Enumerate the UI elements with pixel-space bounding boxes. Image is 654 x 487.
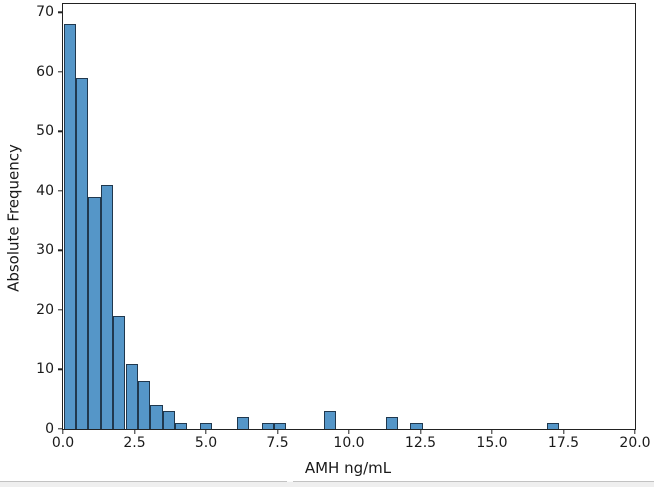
x-axis-tick-label: 10.0 xyxy=(333,435,365,451)
x-axis-tick-label: 20.0 xyxy=(619,435,651,451)
y-axis-tick xyxy=(58,130,63,133)
histogram-bar xyxy=(546,423,559,429)
x-axis-tick xyxy=(634,429,636,434)
y-axis-tick xyxy=(58,368,63,371)
x-axis-tick-label: 15.0 xyxy=(476,435,508,451)
histogram-bar xyxy=(410,423,423,429)
y-axis-tick xyxy=(58,309,63,311)
y-axis-tick-label: 0 xyxy=(45,421,54,437)
histogram-bar xyxy=(113,315,126,429)
x-axis-tick-label: 17.5 xyxy=(547,435,580,451)
histogram-bar xyxy=(88,196,101,429)
x-axis-tick xyxy=(276,429,279,434)
y-axis-tick xyxy=(58,11,63,14)
x-axis-tick xyxy=(205,429,207,434)
x-axis-tick-label: 12.5 xyxy=(404,435,437,451)
x-axis-tick xyxy=(348,429,350,434)
histogram-bar xyxy=(63,24,76,429)
y-axis-tick-label: 70 xyxy=(36,4,54,21)
histogram-bar xyxy=(236,417,250,429)
x-axis-tick-label: 0.0 xyxy=(51,435,75,451)
x-axis-label: AMH ng/mL xyxy=(304,459,392,477)
y-axis-label-text: Absolute Frequency xyxy=(4,144,23,292)
y-axis-tick-label: 20 xyxy=(36,301,54,318)
window-bottom-strip xyxy=(0,481,654,487)
x-axis-tick xyxy=(62,429,64,434)
x-axis-tick-label: 7.5 xyxy=(266,435,289,451)
x-axis-tick-label: 2.5 xyxy=(123,435,146,451)
histogram-bar xyxy=(274,423,287,429)
histogram-bar xyxy=(385,417,398,429)
histogram-bar xyxy=(199,423,213,429)
y-axis-tick-label: 60 xyxy=(36,63,54,80)
histogram-bar xyxy=(75,77,89,429)
y-axis-tick xyxy=(58,71,63,73)
histogram-bar xyxy=(162,411,175,429)
histogram-bar xyxy=(100,184,114,429)
plot-area: 0.0 2.5 5.0 7.5 10.0 12.5 15.0 17.5 20.0 0 10 20 30 4… xyxy=(36,3,651,450)
x-axis-tick-label: 5.0 xyxy=(194,435,218,451)
y-axis-tick-label: 10 xyxy=(36,361,54,378)
histogram-bar xyxy=(125,363,138,429)
y-axis-tick xyxy=(58,428,63,430)
x-axis-tick xyxy=(491,429,493,434)
window-strip-divider xyxy=(287,481,293,482)
y-axis-tick-label: 50 xyxy=(36,123,54,140)
y-axis-tick xyxy=(58,190,63,192)
x-axis-tick xyxy=(419,429,422,434)
x-axis-tick xyxy=(133,429,136,434)
x-axis-tick xyxy=(562,429,565,434)
histogram-bar xyxy=(150,405,163,429)
histogram-bar xyxy=(137,381,151,429)
histogram-bar xyxy=(261,423,275,429)
histogram-bar xyxy=(323,411,336,429)
y-axis-tick-label: 30 xyxy=(36,242,54,259)
y-axis-tick xyxy=(58,249,63,252)
y-axis-tick-label: 40 xyxy=(36,182,54,199)
histogram-bar xyxy=(175,423,188,429)
